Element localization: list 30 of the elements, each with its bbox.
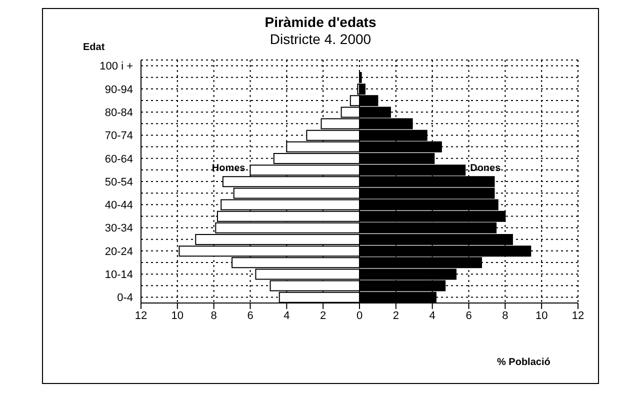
x-tick-label: 8 xyxy=(210,310,217,322)
x-tick-label: 2 xyxy=(392,310,399,322)
chart-title: Piràmide d'edats xyxy=(264,14,378,30)
x-tick-label: 6 xyxy=(466,310,472,322)
x-tick-label: 10 xyxy=(535,310,548,322)
x-axis-title: % Població xyxy=(497,357,550,368)
x-tick-label: 8 xyxy=(502,310,508,322)
x-tick-label: 2 xyxy=(320,310,326,322)
y-tick-label: 40-44 xyxy=(104,200,133,212)
y-tick-label: 30-34 xyxy=(104,222,133,235)
y-tick-label: 50-54 xyxy=(104,176,133,188)
y-tick-label: 0-4 xyxy=(117,292,133,304)
x-tick-label: 12 xyxy=(134,310,148,322)
series-label: Dones xyxy=(468,162,503,174)
y-tick-label: 80-84 xyxy=(104,106,133,119)
y-tick-label: 90-94 xyxy=(104,84,133,96)
x-tick-label: 4 xyxy=(284,310,290,322)
y-tick-label: 100 i + xyxy=(100,60,133,73)
x-tick-label: 12 xyxy=(572,310,584,322)
chart-subtitle: Districte 4. 2000 xyxy=(270,31,372,47)
y-axis-title: Edat xyxy=(83,42,105,53)
x-tick-label: 10 xyxy=(171,310,184,322)
series-label: Homes xyxy=(210,162,248,174)
x-tick-label: 4 xyxy=(429,310,436,322)
y-tick-label: 60-64 xyxy=(104,153,133,166)
y-tick-label: 10-14 xyxy=(104,268,133,281)
y-tick-label: 20-24 xyxy=(104,246,133,258)
x-tick-label: 6 xyxy=(247,310,254,322)
y-tick-label: 70-74 xyxy=(104,130,133,142)
x-tick-label: 0 xyxy=(356,310,363,322)
